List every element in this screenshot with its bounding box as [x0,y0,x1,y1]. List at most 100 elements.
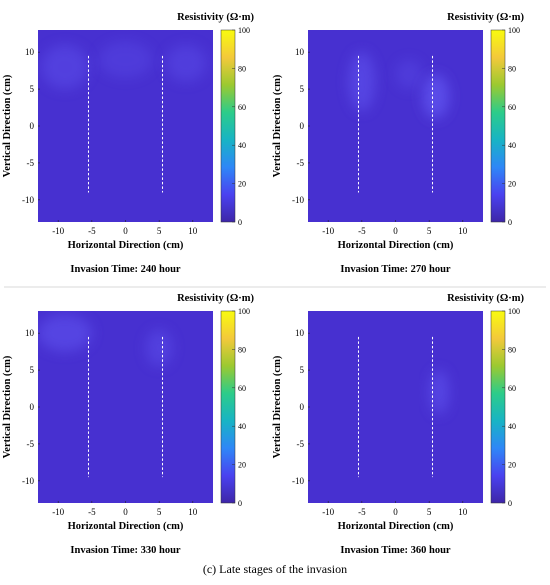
anomaly-region [98,41,153,78]
x-tick-label: 0 [393,507,398,517]
anomaly-region [38,314,92,352]
colorbar-tick-label: 80 [508,64,516,73]
panel-title: Invasion Time: 330 hour [70,545,181,556]
y-tick-label: 10 [295,328,305,338]
anomaly-region [422,74,450,119]
colorbar-label: Resistivity (Ω·m) [177,12,254,23]
colorbar-label: Resistivity (Ω·m) [447,293,524,304]
anomaly-region [145,329,173,367]
chart-panel-4: -10 -5 0 5 10 -10 -5 0 5 10 Horizontal Direction (… [272,293,525,556]
y-axis-label: Vertical Direction (cm) [2,74,13,177]
x-tick-label: -10 [322,507,334,517]
colorbar [490,29,506,223]
x-tick-label: -10 [52,226,64,236]
x-tick-label: 10 [188,226,198,236]
colorbar-tick-label: 100 [508,307,520,316]
y-axis-label: Vertical Direction (cm) [272,74,283,177]
y-tick-label: 5 [30,84,35,94]
x-axis-label: Horizontal Direction (cm) [338,240,454,251]
colorbar-tick-label: 0 [508,499,512,508]
colorbar-tick-label: 60 [508,103,516,112]
x-tick-label: 5 [427,226,432,236]
x-tick-label: 10 [188,507,198,517]
anomaly-region [395,59,423,90]
colorbar-tick-label: 40 [508,141,516,150]
x-tick-label: -5 [358,507,366,517]
y-tick-label: 0 [300,402,305,412]
colorbar [220,310,236,504]
x-axis-label: Horizontal Direction (cm) [68,521,184,532]
colorbar-tick-label: 20 [238,180,246,189]
colorbar-tick-label: 60 [238,103,246,112]
anomaly-region [429,370,450,415]
colorbar-tick-label: 80 [508,345,516,354]
panel-title: Invasion Time: 360 hour [340,545,451,556]
x-tick-label: -5 [88,226,96,236]
x-axis-label: Horizontal Direction (cm) [68,240,184,251]
colorbar-tick-label: 60 [238,384,246,393]
anomaly-group [429,370,450,415]
x-tick-label: -5 [358,226,366,236]
x-tick-label: 5 [157,226,162,236]
x-tick-label: 5 [157,507,162,517]
colorbar-tick-label: 0 [238,218,242,227]
panel-title: Invasion Time: 240 hour [70,264,181,275]
y-tick-label: 0 [30,402,35,412]
y-tick-label: 0 [300,121,305,131]
colorbar-tick-label: 60 [508,384,516,393]
colorbar-tick-label: 80 [238,64,246,73]
colorbar-tick-label: 0 [508,218,512,227]
y-tick-label: 5 [300,365,305,375]
colorbar-tick-label: 40 [238,422,246,431]
colorbar-tick-label: 80 [238,345,246,354]
chart-panel-3: -10 -5 0 5 10 -10 -5 0 5 10 Horizontal Direction (… [2,293,255,556]
x-tick-label: -10 [322,226,334,236]
anomaly-region [41,44,89,90]
colorbar-tick-label: 20 [238,461,246,470]
x-axis-label: Horizontal Direction (cm) [338,521,454,532]
y-tick-label: -10 [292,195,304,205]
colorbar-tick-label: 100 [238,307,250,316]
anomaly-group [38,314,173,367]
colorbar-tick-label: 100 [508,26,520,35]
figure-caption: (c) Late stages of the invasion [202,562,348,576]
chart-panel-2: -10 -5 0 5 10 -10 -5 0 5 10 Horizontal Direction (… [272,12,525,275]
y-tick-label: -5 [297,158,305,168]
y-tick-label: -10 [292,476,304,486]
colorbar-tick-label: 40 [238,141,246,150]
y-tick-label: -10 [22,476,34,486]
y-tick-label: -10 [22,195,34,205]
x-tick-label: 0 [123,226,128,236]
y-axis-label: Vertical Direction (cm) [2,355,13,458]
x-tick-label: 10 [458,226,468,236]
x-tick-label: 0 [393,226,398,236]
anomaly-region [348,52,376,112]
colorbar-tick-label: 20 [508,180,516,189]
y-tick-label: 10 [295,47,305,57]
x-tick-label: 0 [123,507,128,517]
anomaly-group [348,52,450,119]
y-tick-label: 5 [30,365,35,375]
anomaly-group [41,41,207,90]
y-tick-label: -5 [297,439,305,449]
y-tick-label: 10 [25,47,35,57]
x-tick-label: 5 [427,507,432,517]
colorbar-label: Resistivity (Ω·m) [177,293,254,304]
colorbar-tick-label: 20 [508,461,516,470]
colorbar-tick-label: 100 [238,26,250,35]
y-tick-label: 0 [30,121,35,131]
colorbar-tick-label: 40 [508,422,516,431]
colorbar [220,29,236,223]
x-tick-label: -10 [52,507,64,517]
anomaly-region [165,44,207,82]
y-axis-label: Vertical Direction (cm) [272,355,283,458]
colorbar-label: Resistivity (Ω·m) [447,12,524,23]
panel-title: Invasion Time: 270 hour [340,264,451,275]
heatmap-field [308,30,483,222]
colorbar [490,310,506,504]
heatmap-field [308,311,483,503]
y-tick-label: 5 [300,84,305,94]
y-tick-label: -5 [27,158,35,168]
x-tick-label: -5 [88,507,96,517]
colorbar-tick-label: 0 [238,499,242,508]
